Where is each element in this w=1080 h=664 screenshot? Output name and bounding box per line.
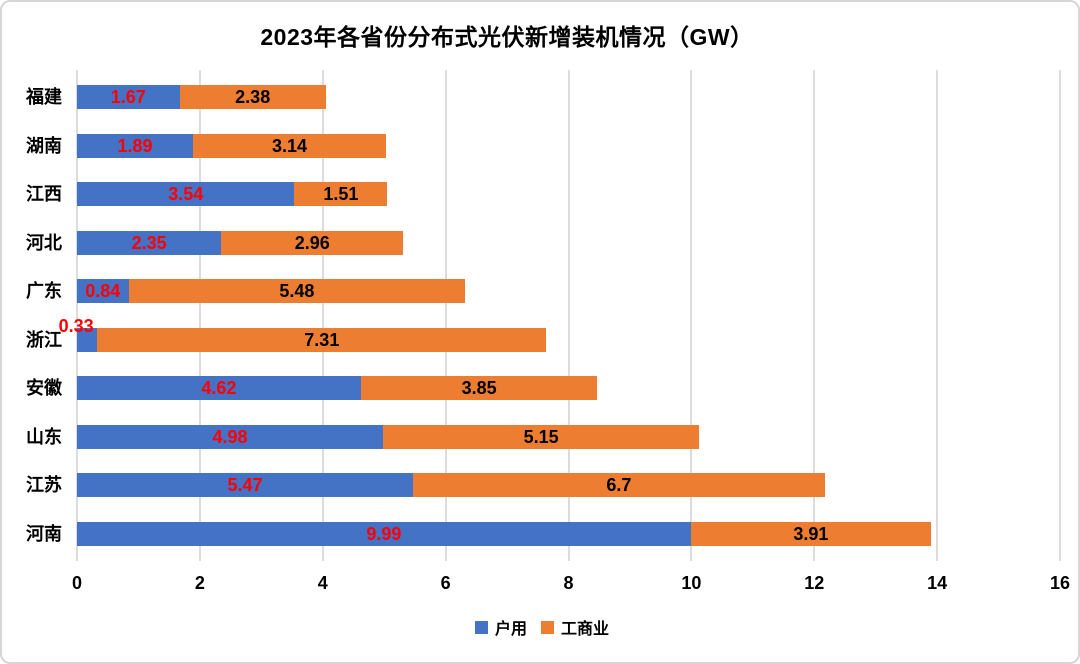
bar-segment-工商业	[193, 133, 387, 158]
bar-segment-户用	[77, 376, 361, 400]
bar-segment-工商业	[179, 85, 326, 109]
x-tick-label: 16	[1049, 573, 1071, 593]
bar-value-label: 4.62	[201, 378, 237, 398]
bar-value-label: 0.84	[85, 281, 121, 301]
axis-tick-mark	[76, 555, 78, 561]
chart-title: 2023年各省份分布式光伏新增装机情况（GW）	[260, 24, 754, 50]
legend: 户用 工商业	[2, 615, 1078, 639]
gridline	[1059, 70, 1061, 555]
bar-segment-工商业	[128, 279, 466, 303]
axis-tick-mark	[1059, 555, 1061, 561]
bar-value-label: 9.99	[366, 523, 402, 544]
bar-segment-户用	[77, 521, 691, 546]
bar-value-label: 2.38	[235, 87, 271, 107]
x-tick-label: 0	[71, 573, 82, 593]
category-label: 湖南	[26, 135, 62, 156]
gridline	[936, 70, 939, 555]
bar-segment-户用	[77, 182, 295, 206]
category-label: 江苏	[26, 475, 62, 495]
bar-value-label: 3.14	[272, 135, 308, 156]
bar-segment-户用	[77, 327, 98, 352]
bar-value-label: 1.89	[117, 135, 153, 156]
x-tick-label: 4	[317, 573, 328, 593]
gridline	[444, 70, 447, 555]
bar-value-label: 5.48	[279, 281, 315, 301]
bar-value-label: 2.96	[294, 232, 330, 253]
bar-segment-工商业	[97, 327, 547, 352]
legend-item[interactable]: 户用	[474, 615, 527, 639]
legend-label: 工商业	[561, 621, 610, 638]
bar-value-label: 3.54	[168, 184, 204, 204]
gridline	[321, 70, 324, 555]
category-label: 安徽	[26, 378, 62, 398]
axis-tick-mark	[567, 555, 570, 561]
bar-value-label: 6.7	[606, 475, 632, 495]
x-tick-label: 12	[804, 573, 825, 593]
bar-segment-户用	[77, 230, 222, 255]
bar-segment-户用	[77, 85, 180, 109]
x-tick-label: 10	[681, 573, 702, 593]
bar-value-label: 3.91	[793, 523, 829, 544]
gridline	[690, 70, 693, 555]
category-label: 河南	[26, 523, 62, 544]
x-tick-label: 8	[563, 573, 574, 593]
x-tick-label: 2	[194, 573, 205, 593]
bar-segment-工商业	[360, 376, 598, 400]
category-label: 福建	[26, 87, 62, 107]
bar-value-label: 1.51	[323, 184, 359, 204]
category-label: 广东	[26, 281, 62, 301]
axis-tick-mark	[936, 555, 939, 561]
axis-tick-mark	[813, 555, 816, 561]
bar-segment-工商业	[690, 521, 931, 546]
category-label: 山东	[26, 426, 62, 447]
bar-value-label: 0.33	[58, 315, 94, 336]
bar-segment-工商业	[413, 473, 825, 497]
bar-segment-工商业	[221, 230, 404, 255]
x-tick-label: 6	[440, 573, 451, 593]
bar-value-label: 1.67	[110, 87, 146, 107]
category-label: 江西	[26, 184, 62, 204]
bar-value-label: 3.85	[461, 378, 497, 398]
gridline	[567, 70, 570, 555]
bar-value-label: 7.31	[304, 329, 340, 350]
bar-segment-工商业	[382, 424, 700, 449]
legend-label: 户用	[494, 621, 527, 638]
bar-value-label: 5.15	[523, 426, 559, 447]
bar-segment-工商业	[294, 182, 388, 206]
bar-value-label: 4.98	[212, 426, 248, 447]
legend-item[interactable]: 工商业	[541, 615, 609, 639]
gridline	[198, 70, 201, 555]
bar-value-label: 5.47	[227, 475, 263, 495]
legend-swatch-icon	[474, 620, 488, 634]
category-label: 河北	[26, 232, 62, 253]
x-tick-label: 14	[927, 573, 948, 593]
axis-tick-mark	[321, 555, 324, 561]
bar-value-label: 2.35	[131, 232, 167, 253]
bar-segment-户用	[77, 133, 194, 158]
legend-swatch-icon	[541, 620, 554, 634]
axis-tick-mark	[198, 555, 201, 561]
axis-tick-mark	[690, 555, 693, 561]
category-label: 浙江	[26, 329, 62, 350]
axis-tick-mark	[444, 555, 447, 561]
bar-segment-户用	[77, 473, 414, 497]
bar-segment-户用	[77, 424, 383, 449]
gridline	[76, 70, 78, 555]
gridline	[813, 70, 816, 555]
bar-segment-户用	[77, 279, 129, 303]
plot-area: 1.67 2.38 1.89 3.14 3.54 1.51 2.35 2.96 0.84 5.48…	[59, 70, 1061, 561]
